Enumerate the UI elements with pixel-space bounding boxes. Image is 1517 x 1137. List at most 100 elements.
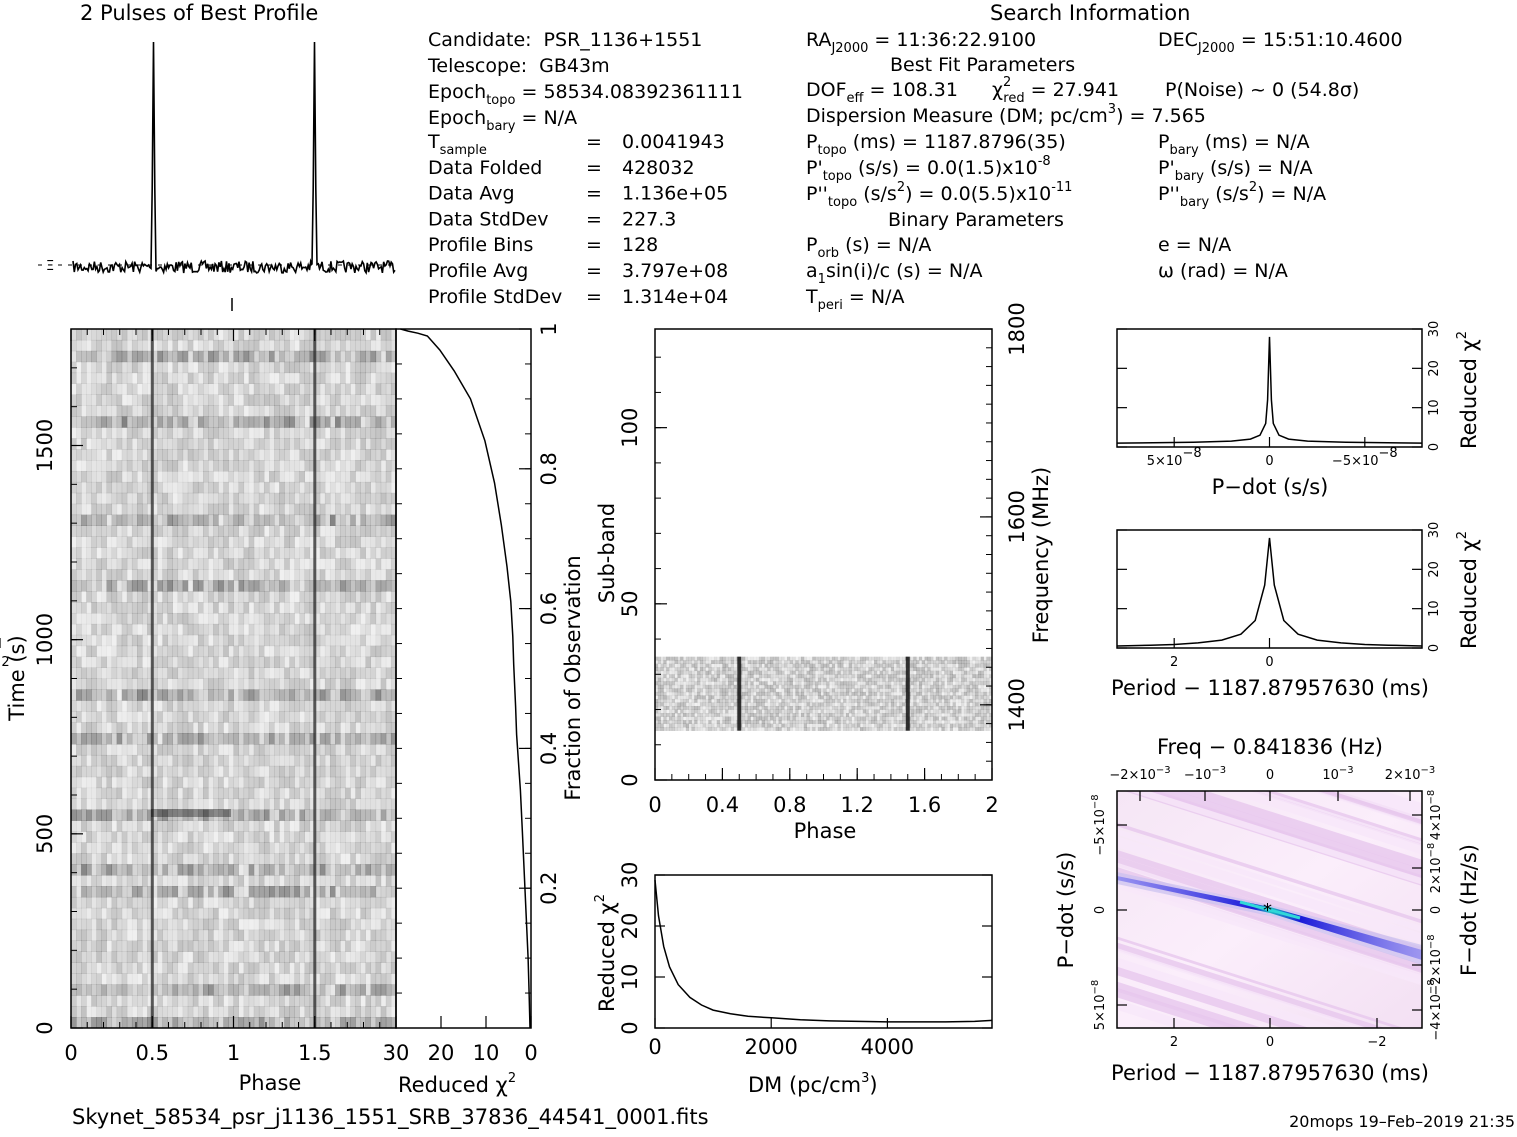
time-phase-cell [157,351,162,362]
time-phase-cell [371,558,376,569]
time-phase-cell [76,897,81,908]
time-phase-cell [223,668,228,679]
time-phase-cell [264,810,269,821]
time-phase-cell [107,842,112,853]
time-phase-cell [86,995,91,1006]
time-phase-cell [371,526,376,537]
time-phase-cell [132,460,137,471]
time-phase-cell [117,580,122,591]
time-phase-cell [178,340,183,351]
time-phase-cell [132,853,137,864]
subband-cell [880,657,883,661]
subband-cell [798,660,801,664]
time-phase-cell [239,395,244,406]
time-phase-cell [193,952,198,963]
subband-cell [939,657,942,661]
time-phase-cell [300,449,305,460]
time-phase-cell [193,875,198,886]
time-phase-cell [213,733,218,744]
time-phase-cell [366,689,371,700]
time-phase-cell [91,471,96,482]
time-phase-cell [188,635,193,646]
time-phase-cell [173,941,178,952]
time-phase-cell [178,995,183,1006]
time-phase-cell [289,930,294,941]
time-phase-cell [274,351,279,362]
time-phase-cell [360,995,365,1006]
subband-cell [700,667,703,671]
time-phase-cell [167,919,172,930]
time-phase-cell [178,460,183,471]
time-phase-cell [330,504,335,515]
time-phase-cell [132,755,137,766]
subband-cell [818,657,821,661]
time-phase-cell [254,864,259,875]
time-phase-cell [335,613,340,624]
time-phase-cell [218,788,223,799]
time-phase-cell [86,569,91,580]
subband-cell [911,664,914,668]
time-phase-cell [167,438,172,449]
time-phase-cell [269,515,274,526]
time-phase-cell [137,810,142,821]
time-phase-cell [107,515,112,526]
time-phase-cell [213,504,218,515]
subband-cell [683,667,686,671]
time-phase-cell [269,449,274,460]
time-phase-cell [228,766,233,777]
time-phase-cell [300,941,305,952]
time-phase-cell [289,580,294,591]
time-phase-cell [335,449,340,460]
time-phase-cell [178,679,183,690]
time-phase-cell [193,646,198,657]
time-phase-cell [371,777,376,788]
time-phase-cell [366,733,371,744]
time-phase-cell [305,515,310,526]
time-phase-cell [117,416,122,427]
subband-cell [970,671,973,675]
subband-cell [753,667,756,671]
time-phase-cell [239,537,244,548]
time-phase-cell [294,777,299,788]
subband-cell [953,657,956,661]
time-phase-cell [284,700,289,711]
time-phase-cell [122,875,127,886]
time-phase-cell [193,493,198,504]
time-phase-cell [259,602,264,613]
time-phase-cell [269,362,274,373]
time-phase-cell [274,679,279,690]
time-phase-cell [254,624,259,635]
time-phase-cell [239,1017,244,1028]
time-phase-cell [223,886,228,897]
time-phase-cell [137,504,142,515]
time-phase-cell [269,405,274,416]
time-phase-cell [259,526,264,537]
time-phase-cell [183,569,188,580]
time-phase-cell [198,952,203,963]
time-phase-cell [289,504,294,515]
time-phase-cell [218,864,223,875]
time-phase-cell [198,875,203,886]
time-phase-cell [137,515,142,526]
time-phase-cell [264,547,269,558]
time-phase-cell [300,373,305,384]
subband-cell [829,657,832,661]
time-phase-cell [335,373,340,384]
subband-cell [871,660,874,664]
subband-cell [672,664,675,668]
time-phase-cell [142,646,147,657]
time-phase-cell [142,897,147,908]
time-phase-cell [244,908,249,919]
subband-cell [821,667,824,671]
subband-cell [843,657,846,661]
subband-cell [849,667,852,671]
time-phase-cell [294,362,299,373]
time-phase-cell [340,799,345,810]
time-phase-cell [183,722,188,733]
time-phase-cell [112,1017,117,1028]
time-phase-cell [340,384,345,395]
time-phase-cell [249,722,254,733]
time-phase-cell [107,373,112,384]
time-phase-cell [203,515,208,526]
time-phase-cell [178,537,183,548]
